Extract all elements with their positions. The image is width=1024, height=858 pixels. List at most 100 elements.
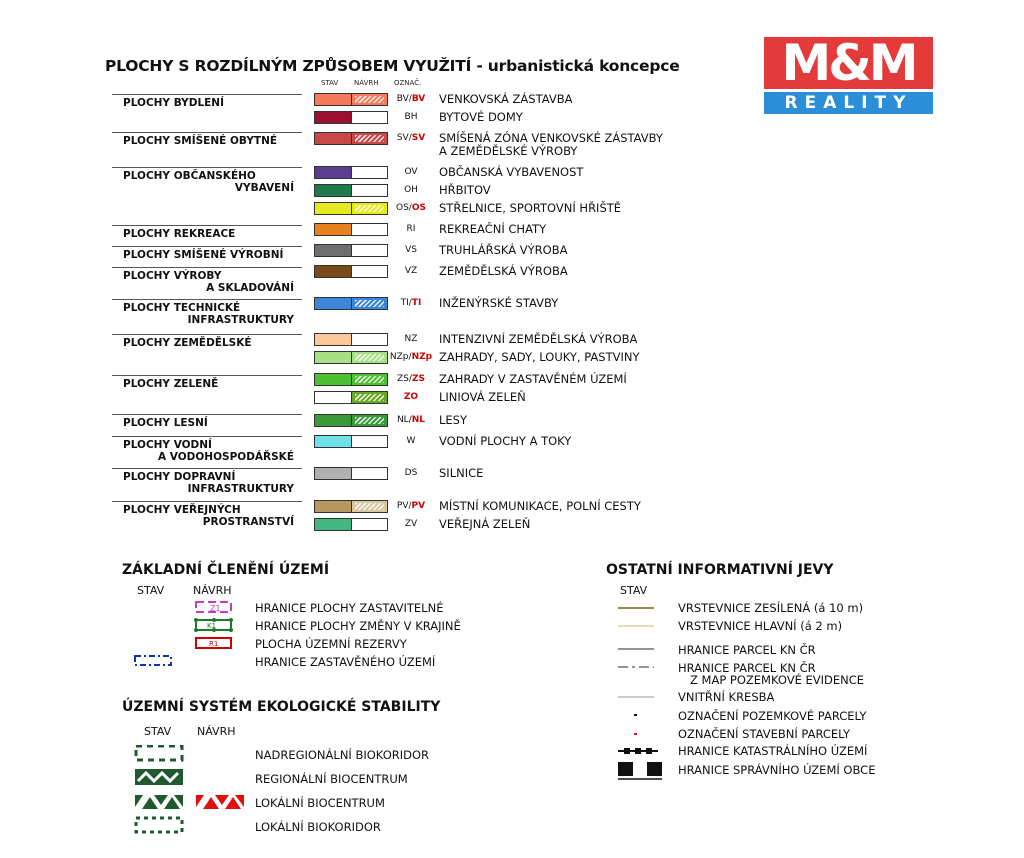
- land-use-code: ZS/ZS: [397, 374, 425, 384]
- swatch-stav: [315, 167, 352, 178]
- color-swatch: [314, 202, 388, 215]
- nadregionalni-biokoridor-icon: [134, 745, 184, 762]
- land-use-description: ZEMĚDĚLSKÁ VÝROBA: [439, 265, 568, 278]
- swatch-stav: [315, 94, 352, 105]
- ostatni-item: HRANICE PARCEL KN ČR: [678, 643, 816, 657]
- land-use-code: SV/SV: [396, 133, 426, 143]
- hatch-pattern-icon: [354, 394, 384, 401]
- swatch-stav: [315, 245, 352, 256]
- swatch-stav: [315, 519, 352, 530]
- svg-text:R1: R1: [209, 640, 218, 648]
- description-line: ZAHRADY V ZASTAVĚNÉM ÚZEMÍ: [439, 372, 627, 386]
- color-swatch: [314, 265, 388, 278]
- code-stav: ZV: [404, 519, 418, 529]
- description-line: STŘELNICE, SPORTOVNÍ HŘIŠTĚ: [439, 201, 622, 215]
- lokalni-biocentrum-navrh-icon: [196, 795, 244, 809]
- ostatni-item: VRSTEVNICE ZESÍLENÁ (á 10 m): [678, 601, 864, 615]
- code-stav: RI: [406, 224, 416, 234]
- group-label-line: PLOCHY VÝROBY: [123, 270, 222, 282]
- code-stav: NZ: [404, 334, 418, 344]
- swatch-stav: [315, 133, 352, 144]
- land-use-code: VS: [388, 245, 434, 255]
- swatch-navrh: [351, 392, 387, 403]
- land-use-description: VENKOVSKÁ ZÁSTAVBA: [439, 93, 572, 106]
- land-use-code: NZp/NZp: [389, 352, 433, 362]
- spravni-hranice-icon: [618, 762, 662, 780]
- code-stav: OH: [404, 185, 418, 195]
- code-stav: DS: [404, 468, 418, 478]
- color-swatch: [314, 244, 388, 257]
- hatch-pattern-icon: [354, 417, 384, 424]
- land-use-code: PV/PV: [396, 501, 426, 511]
- svg-text:K1: K1: [207, 622, 216, 630]
- swatch-navrh: [351, 334, 387, 345]
- description-line: TRUHLÁŘSKÁ VÝROBA: [439, 243, 568, 257]
- legend-title: PLOCHY S ROZDÍLNÝM ZPŮSOBEM VYUŽITÍ - ur…: [105, 57, 680, 75]
- zakladni-stav: STAV: [137, 584, 165, 597]
- swatch-stav: [315, 352, 352, 363]
- hatch-pattern-icon: [354, 135, 384, 142]
- land-use-code: W: [388, 436, 434, 446]
- ostatni-item: HRANICE PARCEL KN ČR: [678, 661, 816, 675]
- group-label: PLOCHY OBČANSKÉHO VYBAVENÍ: [112, 167, 302, 194]
- swatch-navrh: [351, 94, 387, 105]
- swatch-stav: [315, 415, 352, 426]
- land-use-description: OBČANSKÁ VYBAVENOST: [439, 166, 583, 179]
- land-use-description: ZAHRADY, SADY, LOUKY, PASTVINY: [439, 351, 640, 364]
- col-stav: STAV: [321, 79, 339, 87]
- lokalni-biokoridor-icon: [134, 816, 184, 834]
- land-use-description: VEŘEJNÁ ZELEŇ: [439, 518, 530, 531]
- ostatni-stav: STAV: [620, 584, 648, 597]
- logo-top: M&M: [764, 37, 933, 89]
- land-use-description: LESY: [439, 414, 467, 427]
- group-label-line: PLOCHY ZELENĚ: [123, 378, 219, 390]
- swatch-stav: [315, 468, 352, 479]
- land-use-code: NL/NL: [396, 415, 426, 425]
- swatch-stav: [315, 501, 352, 512]
- color-swatch: [314, 391, 388, 404]
- stavebni-parcela-icon: [634, 733, 637, 735]
- description-line: ZEMĚDĚLSKÁ VÝROBA: [439, 264, 568, 278]
- col-navrh: NÁVRH: [354, 79, 379, 87]
- group-label: PLOCHY LESNÍ: [112, 414, 302, 429]
- description-line: BYTOVÉ DOMY: [439, 110, 523, 124]
- uses-symbols: [134, 745, 244, 834]
- uses-navrh: NÁVRH: [197, 725, 236, 738]
- uses-item: LOKÁLNÍ BIOKORIDOR: [255, 820, 381, 834]
- swatch-navrh: [351, 224, 387, 235]
- ostatni-item: OZNAČENÍ STAVEBNÍ PARCELY: [678, 727, 851, 741]
- rezerva-symbol-icon: R1: [195, 637, 232, 649]
- description-line: HŘBITOV: [439, 183, 491, 197]
- description-line: INTENZIVNÍ ZEMĚDĚLSKÁ VÝROBA: [439, 332, 638, 346]
- swatch-navrh: [351, 352, 387, 363]
- hatch-pattern-icon: [354, 503, 384, 510]
- pozemkova-parcela-icon: [634, 714, 637, 716]
- color-swatch: [314, 184, 388, 197]
- code-navrh: SV: [411, 133, 426, 143]
- ostatni-symbols: [618, 607, 662, 780]
- hatch-pattern-icon: [354, 96, 384, 103]
- code-stav: OS: [396, 203, 409, 213]
- code-stav: TI: [400, 298, 409, 308]
- group-label-line: PLOCHY LESNÍ: [123, 417, 208, 429]
- swatch-stav: [315, 392, 352, 403]
- color-swatch: [314, 500, 388, 513]
- code-stav: NZp: [389, 352, 409, 362]
- zakladni-item: HRANICE PLOCHY ZMĚNY V KRAJINĚ: [255, 619, 461, 633]
- group-label-line: VYBAVENÍ: [234, 182, 294, 194]
- swatch-navrh: [351, 501, 387, 512]
- group-label-line: PROSTRANSTVÍ: [202, 516, 294, 528]
- swatch-stav: [315, 112, 352, 123]
- land-use-code: ZO: [388, 392, 434, 402]
- code-navrh: BV: [411, 94, 426, 104]
- swatch-stav: [315, 185, 352, 196]
- color-swatch: [314, 111, 388, 124]
- swatch-navrh: [351, 245, 387, 256]
- color-swatch: [314, 333, 388, 346]
- ostatni-title: OSTATNÍ INFORMATIVNÍ JEVY: [606, 562, 834, 578]
- zakladni-symbols: Z1 K1 R1: [134, 601, 233, 666]
- land-use-description: INŽENÝRSKÉ STAVBY: [439, 297, 558, 310]
- code-navrh: OS: [411, 203, 426, 213]
- land-use-description: SILNICE: [439, 467, 483, 480]
- group-label-line: PLOCHY SMÍŠENÉ VÝROBNÍ: [123, 249, 284, 261]
